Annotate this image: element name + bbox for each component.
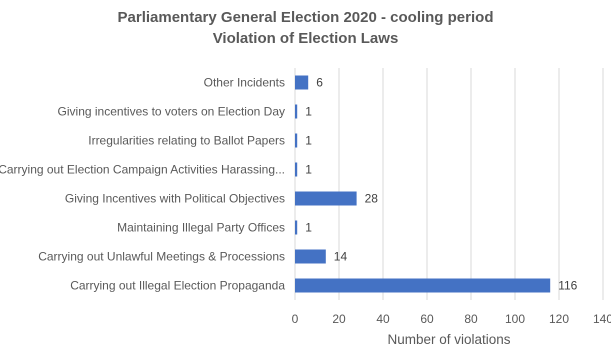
data-label: 28: [365, 192, 379, 206]
x-axis-title: Number of violations: [387, 332, 510, 347]
x-tick-label: 140: [593, 312, 611, 326]
category-label: Carrying out Unlawful Meetings & Process…: [38, 250, 285, 264]
bar: [295, 133, 298, 148]
bar: [295, 162, 298, 177]
chart-subtitle: Violation of Election Laws: [212, 30, 399, 47]
x-tick-label: 60: [420, 312, 434, 326]
x-tick-label: 80: [464, 312, 478, 326]
bar: [295, 104, 298, 119]
bar: [295, 278, 551, 293]
x-tick-label: 0: [292, 312, 299, 326]
x-tick-label: 100: [505, 312, 525, 326]
category-label: Maintaining Illegal Party Offices: [117, 221, 285, 235]
bar: [295, 75, 309, 90]
bar: [295, 220, 298, 235]
x-tick-label: 40: [376, 312, 390, 326]
bar: [295, 191, 357, 206]
chart-title: Parliamentary General Election 2020 - co…: [117, 9, 494, 26]
category-label: Carrying out Election Campaign Activitie…: [0, 163, 285, 177]
x-tick-label: 120: [549, 312, 569, 326]
chart-title-block: Parliamentary General Election 2020 - co…: [0, 7, 611, 49]
data-label: 1: [305, 134, 312, 148]
data-label: 6: [316, 76, 323, 90]
category-label: Giving incentives to voters on Election …: [58, 105, 285, 119]
category-label: Other Incidents: [204, 76, 285, 90]
data-label: 1: [305, 105, 312, 119]
data-label: 1: [305, 221, 312, 235]
category-label: Carrying out Illegal Election Propaganda: [70, 279, 285, 293]
data-label: 1: [305, 163, 312, 177]
category-label: Giving Incentives with Political Objecti…: [65, 192, 285, 206]
category-label: Irregularities relating to Ballot Papers: [88, 134, 285, 148]
data-label: 116: [558, 279, 577, 293]
x-tick-label: 20: [332, 312, 346, 326]
data-label: 14: [334, 250, 348, 264]
bar: [295, 249, 326, 264]
